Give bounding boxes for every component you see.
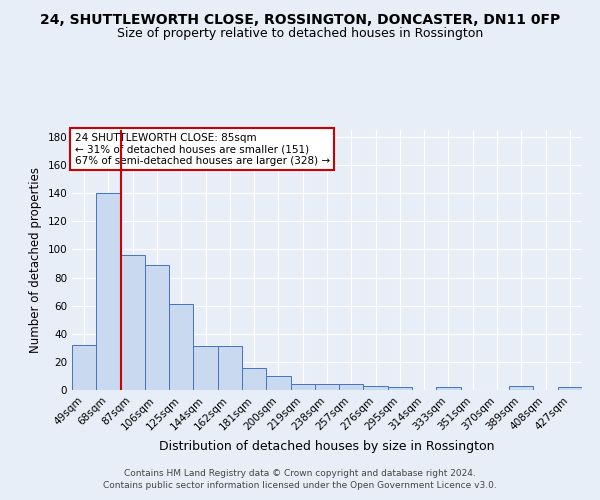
Bar bbox=[315, 384, 339, 390]
Bar bbox=[242, 368, 266, 390]
Bar bbox=[145, 265, 169, 390]
Bar bbox=[509, 386, 533, 390]
Bar bbox=[72, 345, 96, 390]
Bar bbox=[266, 376, 290, 390]
Text: 24, SHUTTLEWORTH CLOSE, ROSSINGTON, DONCASTER, DN11 0FP: 24, SHUTTLEWORTH CLOSE, ROSSINGTON, DONC… bbox=[40, 12, 560, 26]
Bar bbox=[339, 384, 364, 390]
Text: Contains HM Land Registry data © Crown copyright and database right 2024.
Contai: Contains HM Land Registry data © Crown c… bbox=[103, 469, 497, 490]
Bar bbox=[388, 387, 412, 390]
Y-axis label: Number of detached properties: Number of detached properties bbox=[29, 167, 42, 353]
Text: Size of property relative to detached houses in Rossington: Size of property relative to detached ho… bbox=[117, 28, 483, 40]
Bar bbox=[218, 346, 242, 390]
Bar bbox=[193, 346, 218, 390]
X-axis label: Distribution of detached houses by size in Rossington: Distribution of detached houses by size … bbox=[159, 440, 495, 453]
Bar bbox=[121, 255, 145, 390]
Bar bbox=[558, 387, 582, 390]
Bar bbox=[169, 304, 193, 390]
Bar bbox=[290, 384, 315, 390]
Text: 24 SHUTTLEWORTH CLOSE: 85sqm
← 31% of detached houses are smaller (151)
67% of s: 24 SHUTTLEWORTH CLOSE: 85sqm ← 31% of de… bbox=[74, 132, 329, 166]
Bar bbox=[436, 387, 461, 390]
Bar bbox=[96, 193, 121, 390]
Bar bbox=[364, 386, 388, 390]
